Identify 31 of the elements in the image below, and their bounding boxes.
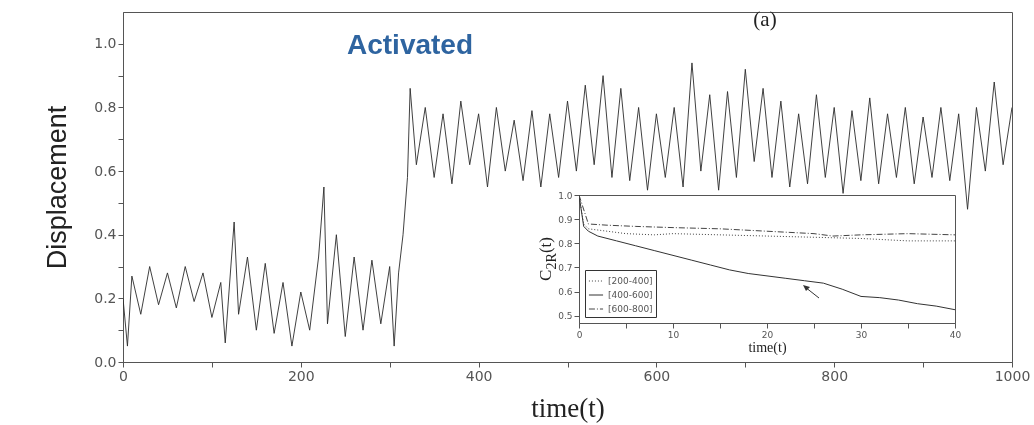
y-tick-label: 0.6 [558,287,573,298]
y-tick-label: 0.8 [94,98,117,115]
x-tick-label: 600 [643,367,671,384]
x-tick-label: 30 [855,329,868,340]
legend-label: [600-800] [608,304,653,314]
x-tick-label: 20 [761,329,774,340]
legend-label: [200-400] [608,276,653,286]
x-tick-label: 200 [287,367,315,384]
x-tick-label: 40 [949,329,962,340]
y-tick-label: 0.5 [558,311,573,322]
x-tick-label: 0 [576,329,583,340]
y-tick-label: 1.0 [94,35,117,52]
y-tick-label: 0.6 [94,162,117,179]
legend-label: [400-600] [608,290,653,300]
x-tick-label: 400 [465,367,493,384]
x-axis-title: time(t) [531,392,605,423]
y-tick-label: 0.7 [558,262,573,273]
x-tick-label: 800 [821,367,849,384]
x-tick-label: 1000 [994,367,1031,384]
x-tick-label: 0 [119,367,128,384]
y-tick-label: 0.9 [558,214,573,225]
annotation: Activated [346,29,474,60]
y-tick-label: 0.2 [94,289,117,306]
y-tick-label: 0.0 [94,353,117,370]
y-tick-label: 1.0 [558,190,573,201]
annotation: (a) [753,7,777,31]
y-tick-label: 0.4 [94,226,117,243]
y-axis-title: Displacement [42,105,73,270]
x-axis-title: time(t) [748,339,787,356]
x-tick-label: 10 [667,329,680,340]
y-tick-label: 0.8 [558,238,573,249]
